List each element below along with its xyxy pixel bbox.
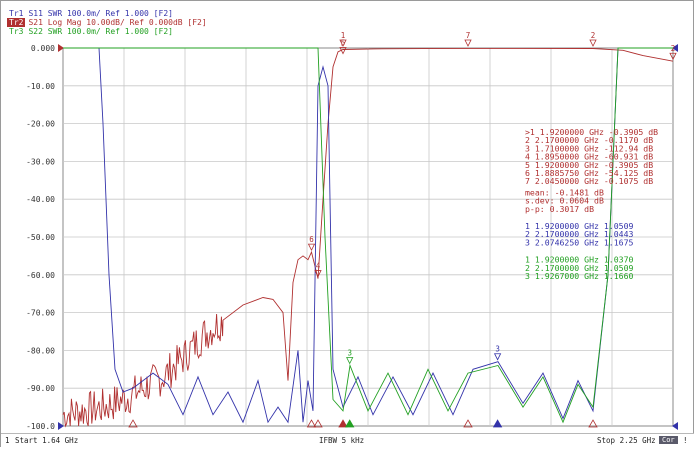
- marker-triangle: [339, 47, 347, 55]
- channel-number[interactable]: 1: [5, 436, 10, 445]
- marker-number: 5: [341, 39, 346, 48]
- trace-s11-line: [63, 47, 673, 424]
- y-tick-label: -60.00: [26, 271, 55, 280]
- marker-number: 3: [347, 349, 352, 358]
- y-tick-label: -70.00: [26, 309, 55, 318]
- correction-badge[interactable]: Cor: [659, 436, 678, 444]
- y-tick-label: -10.00: [26, 82, 55, 91]
- y-tick-label: -50.00: [26, 233, 55, 242]
- y-tick-label: -30.00: [26, 157, 55, 166]
- s11-marker-row: 3 2.0746250 GHz 1.1675: [525, 237, 634, 247]
- marker-triangle: [346, 357, 354, 365]
- ref-level-marker-swr: [58, 422, 64, 430]
- y-tick-label: 0.000: [31, 44, 55, 53]
- marker-strip-triangle: [338, 419, 348, 428]
- trace-2-id: Tr2: [7, 18, 26, 27]
- ifbw-setting[interactable]: IFBW 5 kHz: [319, 436, 365, 445]
- stop-frequency[interactable]: Stop 2.25 GHz: [597, 436, 656, 445]
- trace-3-id: Tr3: [9, 27, 24, 36]
- ref-level-marker-right-bottom: [672, 422, 678, 430]
- trace-1-desc: S11 SWR 100.0m/ Ref 1.000 [F2]: [28, 9, 173, 18]
- s22-marker-row: 1 1.9200000 GHz 1.0370: [525, 255, 634, 265]
- marker-number: 3: [495, 345, 500, 354]
- ref-level-marker-right: [672, 44, 678, 52]
- s21-marker-row: 2 2.1700000 GHz -0.1170 dB: [525, 135, 653, 145]
- marker-number: 2: [591, 31, 596, 40]
- y-tick-label: -100.0: [26, 422, 55, 431]
- trace-1-id: Tr1: [9, 9, 24, 18]
- status-bar: 1 Start 1.64 GHz IFBW 5 kHz Stop 2.25 GH…: [1, 433, 694, 449]
- s21-marker-row: 3 1.7100000 GHz -112.94 dB: [525, 143, 653, 153]
- start-frequency[interactable]: Start 1.64 GHz: [15, 436, 79, 445]
- s21-marker-row: >1 1.9200000 GHz -0.3905 dB: [525, 127, 658, 137]
- marker-number: 1: [341, 31, 346, 40]
- s22-marker-row: 3 1.9267000 GHz 1.1660: [525, 271, 634, 281]
- trace-header: Tr1 S11 SWR 100.0m/ Ref 1.000 [F2] Tr2 S21…: [7, 9, 337, 39]
- marker-triangle: [669, 52, 677, 61]
- y-tick-label: -90.00: [26, 384, 55, 393]
- ref-level-marker: [58, 44, 64, 52]
- marker-number: 7: [466, 31, 471, 40]
- marker-strip-triangle: [128, 419, 138, 428]
- y-tick-label: -40.00: [26, 195, 55, 204]
- marker-strip-triangle: [588, 419, 598, 428]
- stats-row: s.dev: 0.0604 dB: [525, 196, 604, 206]
- trace-2-desc: S21 Log Mag 10.00dB/ Ref 0.000dB [F2]: [28, 18, 207, 27]
- marker-strip-triangle: [492, 419, 503, 428]
- trace-s22-line: [63, 47, 673, 424]
- trace-plot[interactable]: 0.000 -10.00 -20.00 -30.00 -40.00 -50.00 -60.0…: [1, 1, 694, 433]
- y-tick-label: -20.00: [26, 120, 55, 129]
- s21-marker-row: 5 1.9200000 GHz -0.3905 dB: [525, 160, 653, 170]
- s11-marker-row: 2 2.1700000 GHz 1.0443: [525, 229, 634, 239]
- stats-row: p-p: 0.3017 dB: [525, 204, 594, 214]
- marker-number: 2: [671, 44, 676, 53]
- marker-strip-triangle: [306, 419, 317, 428]
- trace-3-label[interactable]: Tr3 S22 SWR 100.0m/ Ref 1.000 [F2]: [7, 27, 173, 36]
- marker-triangle: [307, 243, 316, 252]
- stats-row: mean: -0.1481 dB: [525, 187, 604, 197]
- s21-marker-row: 6 1.8885750 GHz -54.125 dB: [525, 168, 653, 178]
- marker-triangle: [464, 39, 472, 47]
- s11-marker-row: 1 1.9200000 GHz 1.0509: [525, 221, 634, 231]
- s21-marker-row: 4 1.8950000 GHz -60.931 dB: [525, 152, 653, 162]
- marker-strip-triangle: [345, 419, 355, 428]
- warning-indicator: !: [683, 436, 688, 445]
- trace-2-label[interactable]: Tr2 S21 Log Mag 10.00dB/ Ref 0.000dB [F2]: [7, 18, 207, 27]
- trace-3-desc: S22 SWR 100.0m/ Ref 1.000 [F2]: [28, 27, 173, 36]
- marker-number: 4: [316, 262, 321, 271]
- s22-marker-row: 2 2.1700000 GHz 1.0509: [525, 263, 634, 273]
- marker-triangle: [493, 353, 502, 361]
- marker-strip-triangle: [313, 419, 323, 428]
- y-tick-label: -80.00: [26, 346, 55, 355]
- marker-triangle: [589, 39, 597, 47]
- marker-readout: >1 1.9200000 GHz -0.3905 dB 2 2.1700000 …: [525, 127, 658, 281]
- marker-number: 6: [309, 235, 314, 244]
- marker-triangle: [339, 39, 347, 47]
- trace-1-label[interactable]: Tr1 S11 SWR 100.0m/ Ref 1.000 [F2]: [7, 9, 173, 18]
- marker-strip-triangle: [463, 419, 473, 428]
- marker-triangle: [314, 270, 322, 278]
- s21-marker-row: 7 2.0450000 GHz -0.1075 dB: [525, 176, 653, 186]
- trace-s21-line: [62, 47, 674, 428]
